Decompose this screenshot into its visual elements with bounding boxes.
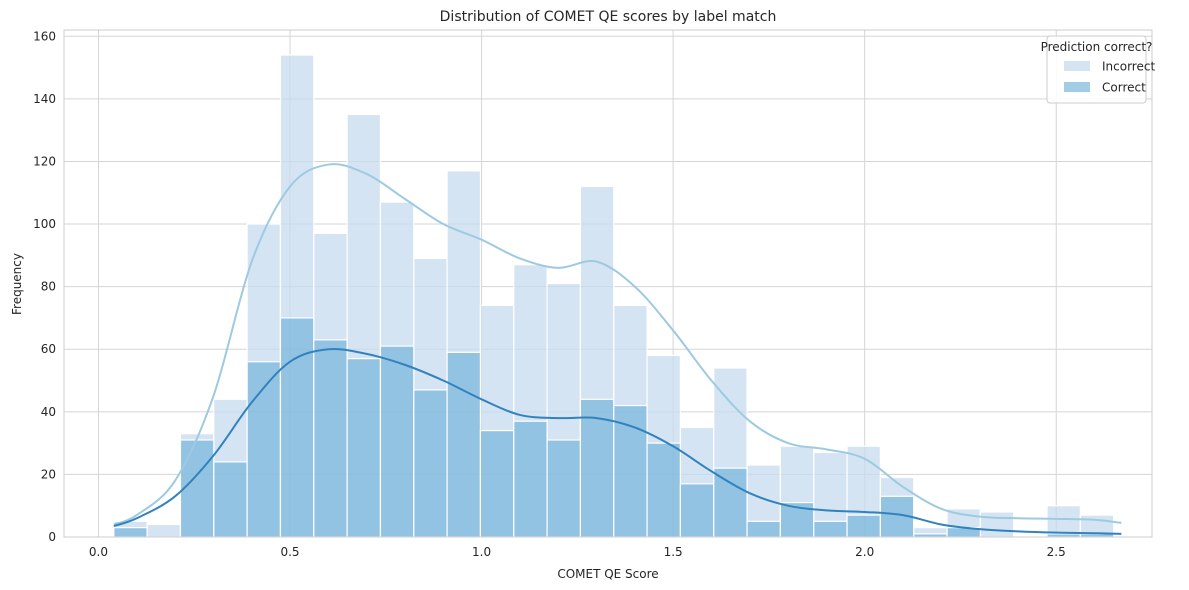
y-tick-label: 40 [41,405,56,419]
bar-correct-15 [613,404,648,538]
bar-correct-7 [346,358,382,538]
bar-correct-5 [279,317,315,538]
bar-correct-16 [646,442,682,538]
tick-labels: 0.0 0.5 1.0 1.5 2.0 2.5 0 20 40 60 80 100 120 140 160 [33,29,1066,559]
bar-correct-13 [546,439,582,538]
legend-swatch-correct [1064,82,1090,92]
x-tick-label: 0.0 [89,545,108,559]
legend-title: Prediction correct? [1041,40,1153,54]
bar-correct-2 [179,439,215,538]
legend: Prediction correct? Incorrect Correct [1041,35,1155,104]
bar-correct-14 [579,398,615,538]
y-tick-label: 0 [48,530,56,544]
x-tick-label: 1.0 [472,545,491,559]
bar-correct-18 [713,467,748,538]
bar-correct-22 [846,514,881,538]
kde-line-correct [113,347,1122,535]
bar-correct-10 [446,351,482,538]
x-tick-label: 2.0 [855,545,874,559]
y-axis-label: Frequency [10,253,24,315]
bar-correct-8 [379,345,415,538]
x-tick-label: 2.5 [1047,545,1066,559]
y-tick-label: 60 [41,342,56,356]
bar-incorrect-1 [146,523,182,538]
bar-correct-6 [313,339,348,538]
bar-correct-17 [679,483,715,538]
chart-title: Distribution of COMET QE scores by label… [440,9,777,25]
axes-spines [63,29,1153,538]
bar-correct-21 [813,520,848,538]
x-tick-label: 0.5 [280,545,299,559]
x-axis-label: COMET QE Score [557,567,658,581]
x-tick-label: 1.5 [664,545,683,559]
legend-label-correct: Correct [1102,81,1146,95]
y-tick-label: 140 [33,92,56,106]
y-tick-label: 80 [41,280,56,294]
legend-label-incorrect: Incorrect [1102,60,1155,74]
y-tick-label: 120 [33,154,56,168]
bar-correct-9 [413,389,448,538]
kde-curves [113,163,1122,535]
y-tick-label: 160 [33,29,56,43]
axes-frame [63,29,1153,538]
y-tick-label: 100 [33,217,56,231]
y-tick-label: 20 [41,467,56,481]
bar-incorrect-26 [979,511,1015,538]
legend-swatch-incorrect [1064,61,1090,71]
bar-correct-3 [213,461,248,538]
bar-correct-19 [746,520,781,538]
bar-correct-11 [479,429,515,538]
bar-correct-12 [513,420,548,538]
bar-correct-0 [113,527,148,538]
kde-line-incorrect [113,163,1122,526]
